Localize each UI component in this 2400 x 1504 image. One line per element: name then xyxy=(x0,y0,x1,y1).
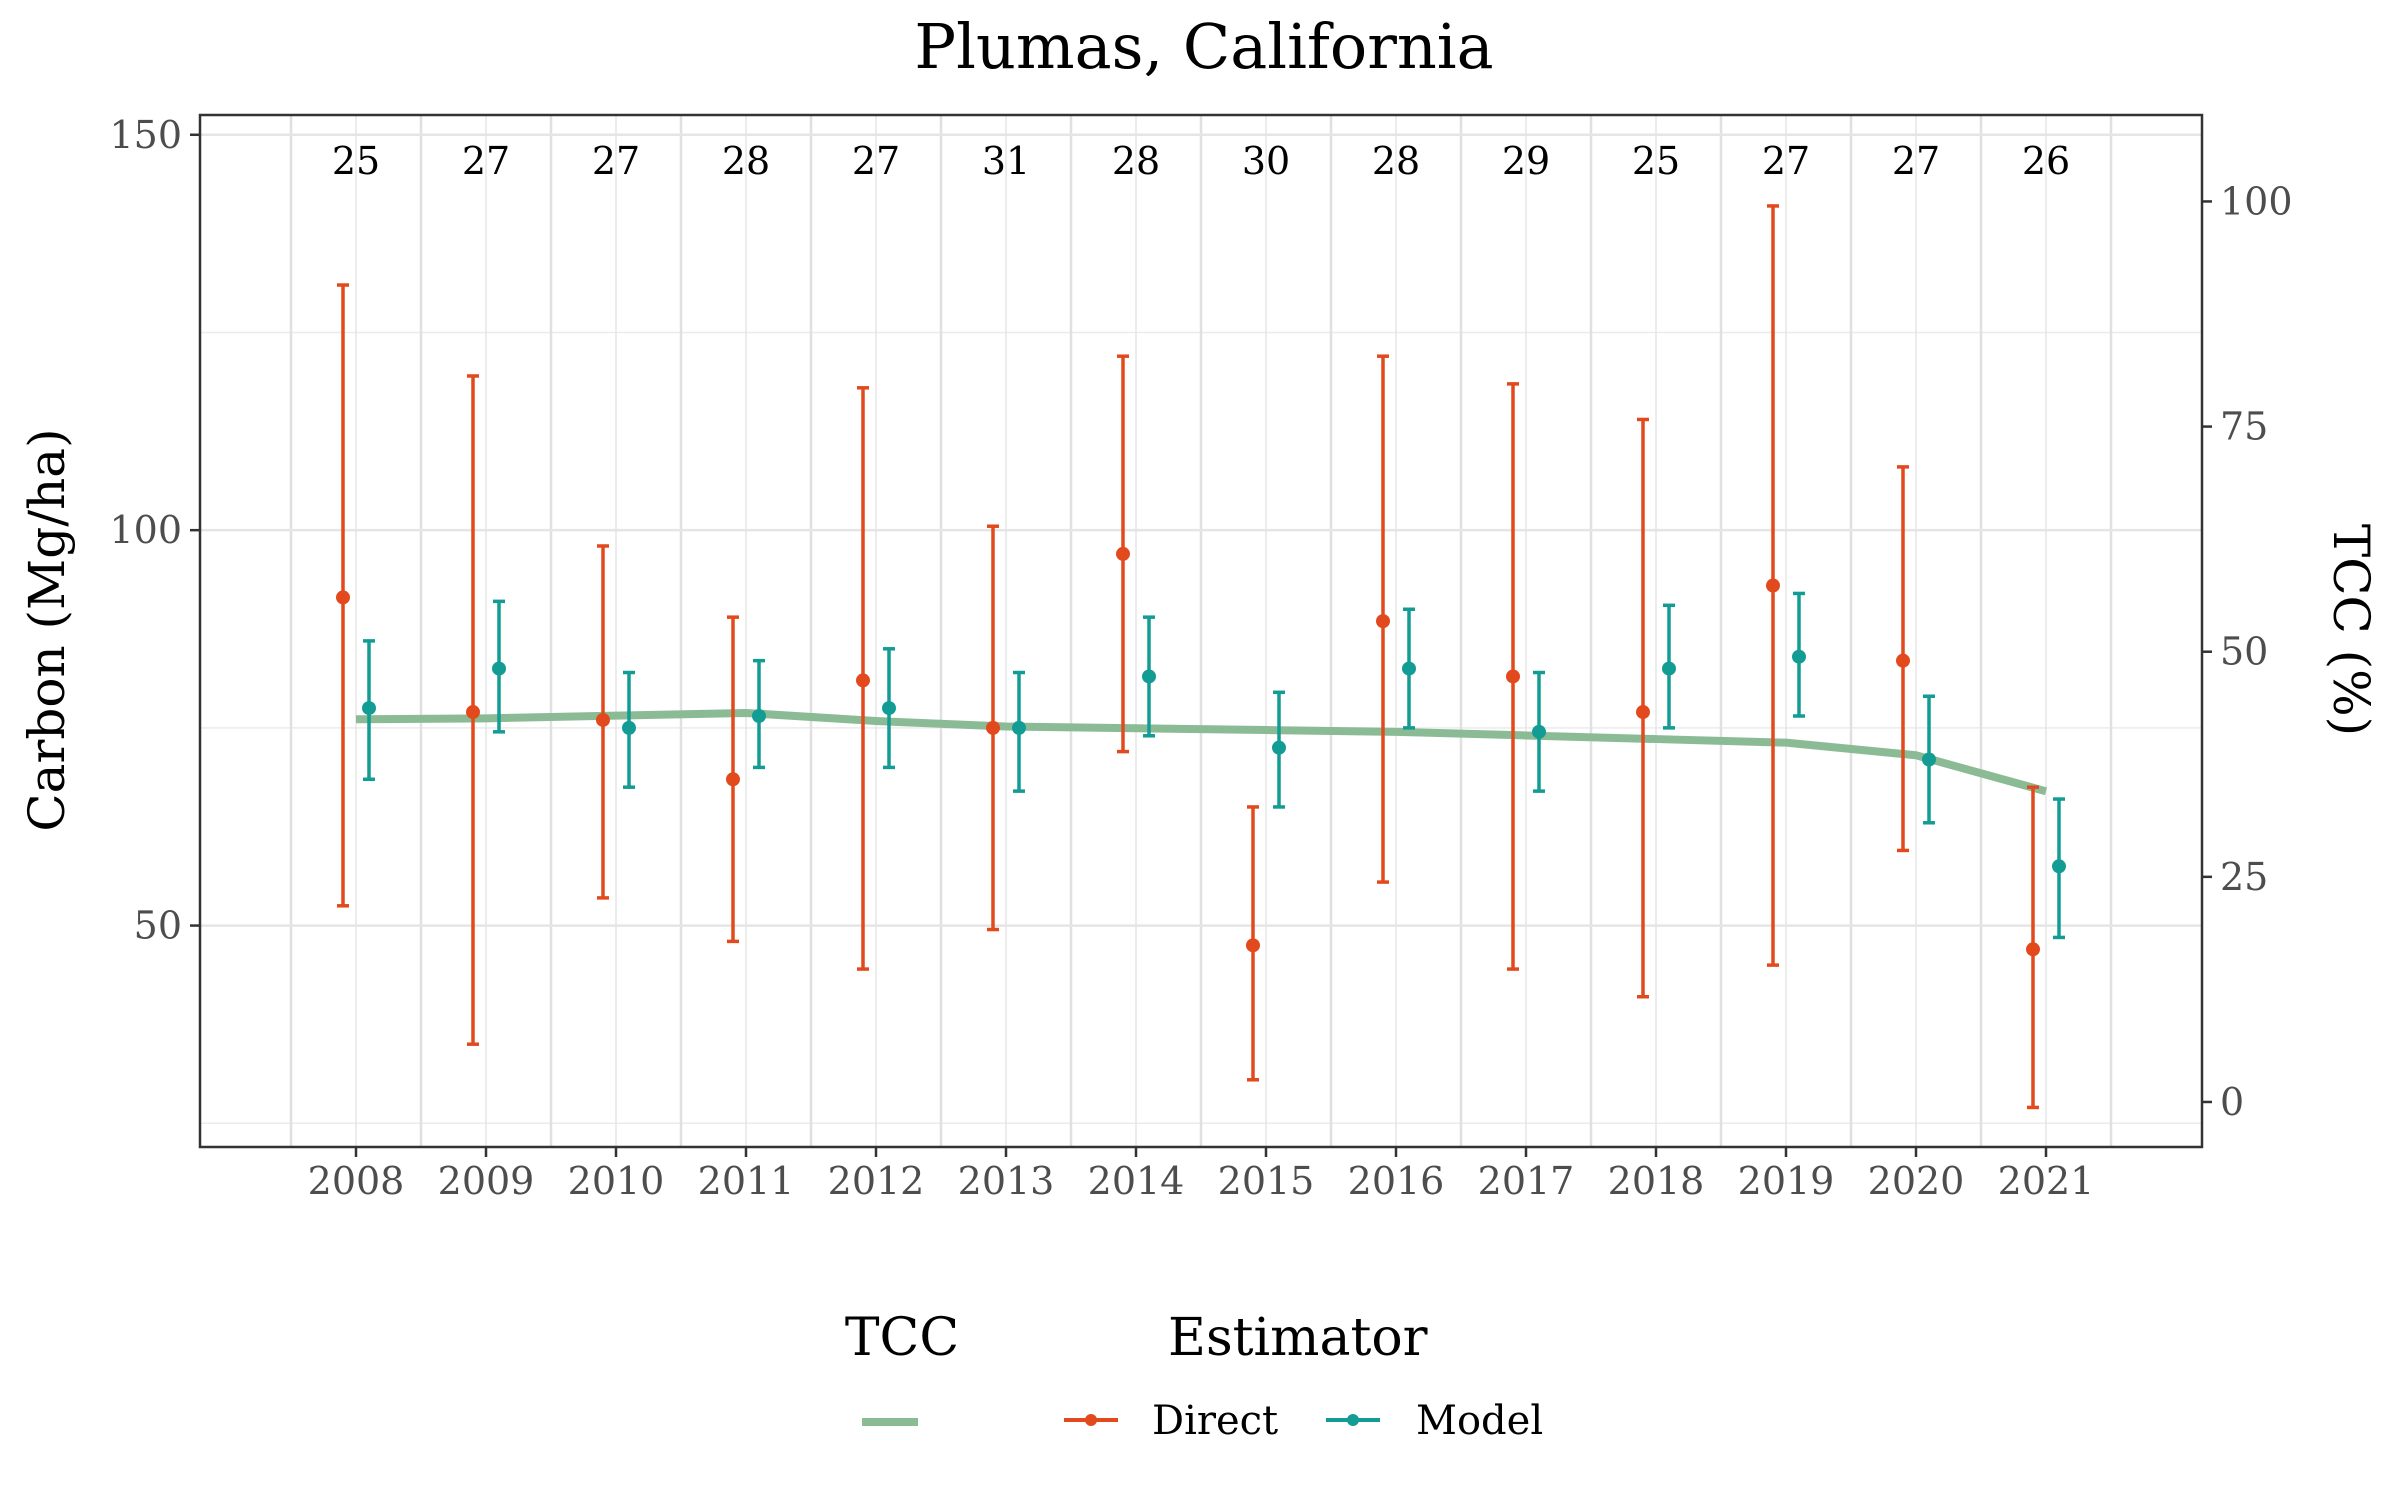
legend-title-estimator: Estimator xyxy=(1168,1308,1428,1368)
y2-tick-label-0: 0 xyxy=(2220,1080,2244,1124)
legend-label-direct: Direct xyxy=(1152,1398,1278,1444)
legend-key-model-dot xyxy=(1347,1414,1359,1426)
sample-count-2013: 31 xyxy=(982,139,1030,183)
y2-tick-label-75: 75 xyxy=(2220,405,2268,449)
tcc-line xyxy=(355,708,2048,796)
direct-point-2019 xyxy=(1766,578,1780,593)
sample-count-2019: 27 xyxy=(1762,139,1810,183)
sample-count-2016: 28 xyxy=(1372,139,1420,183)
tcc-line-layer xyxy=(355,708,2048,796)
sample-count-2021: 26 xyxy=(2022,139,2070,183)
sample-count-2009: 27 xyxy=(462,139,510,183)
y-tick-label-100: 100 xyxy=(109,508,182,552)
model-point-2009 xyxy=(492,661,506,676)
sample-count-2008: 25 xyxy=(332,139,380,183)
x-tick-label-2009: 2009 xyxy=(438,1159,535,1203)
model-point-2018 xyxy=(1662,661,1676,676)
model-point-2021 xyxy=(2052,859,2066,874)
y2-tick-label-50: 50 xyxy=(2220,630,2268,674)
sample-count-2010: 27 xyxy=(592,139,640,183)
legend-key-direct-dot xyxy=(1085,1414,1097,1426)
model-point-2013 xyxy=(1012,720,1026,735)
chart-title: Plumas, California xyxy=(914,10,1493,83)
model-point-2020 xyxy=(1922,752,1936,767)
x-tick-label-2008: 2008 xyxy=(308,1159,405,1203)
model-point-2019 xyxy=(1792,649,1806,664)
x-tick-label-2010: 2010 xyxy=(568,1159,665,1203)
direct-point-2009 xyxy=(466,705,480,720)
x-tick-label-2016: 2016 xyxy=(1348,1159,1445,1203)
direct-point-2016 xyxy=(1376,614,1390,629)
direct-point-2010 xyxy=(596,712,610,727)
legend-item-direct: Direct xyxy=(1064,1398,1278,1444)
x-tick-label-2019: 2019 xyxy=(1738,1159,1835,1203)
sample-count-2017: 29 xyxy=(1502,139,1550,183)
model-point-2017 xyxy=(1532,724,1546,739)
model-point-2010 xyxy=(622,720,636,735)
estimator-series-layer xyxy=(336,204,2066,1110)
sample-count-2011: 28 xyxy=(722,139,770,183)
direct-point-2018 xyxy=(1636,705,1650,720)
sample-count-2014: 28 xyxy=(1112,139,1160,183)
direct-point-2014 xyxy=(1116,546,1130,561)
series-direct xyxy=(336,204,2040,1110)
legend-label-model: Model xyxy=(1416,1398,1543,1444)
y2-axis-title: TCC (%) xyxy=(2322,524,2380,736)
legend-title-tcc: TCC xyxy=(845,1308,959,1368)
model-point-2014 xyxy=(1142,669,1156,684)
direct-point-2012 xyxy=(856,673,870,688)
sample-count-labels: 25 27 27 28 27 31 28 30 28 29 25 27 27 26 xyxy=(332,139,2070,183)
model-point-2011 xyxy=(752,709,766,724)
y2-tick-label-100: 100 xyxy=(2220,179,2293,223)
model-point-2008 xyxy=(362,701,376,716)
direct-point-2020 xyxy=(1896,653,1910,668)
x-tick-label-2017: 2017 xyxy=(1478,1159,1575,1203)
x-tick-label-2012: 2012 xyxy=(828,1159,925,1203)
y2-tick-label-25: 25 xyxy=(2220,855,2268,899)
plot-panel-border xyxy=(198,113,2204,1149)
model-point-2015 xyxy=(1272,740,1286,755)
x-tick-label-2018: 2018 xyxy=(1608,1159,1705,1203)
direct-point-2008 xyxy=(336,590,350,605)
x-tick-label-2015: 2015 xyxy=(1218,1159,1315,1203)
model-point-2012 xyxy=(882,701,896,716)
x-tick-label-2021: 2021 xyxy=(1998,1159,2095,1203)
sample-count-2015: 30 xyxy=(1242,139,1290,183)
direct-point-2015 xyxy=(1246,938,1260,953)
sample-count-2020: 27 xyxy=(1892,139,1940,183)
x-tick-label-2011: 2011 xyxy=(698,1159,795,1203)
y-tick-label-150: 150 xyxy=(109,113,182,157)
legend: TCC Estimator Direct Model xyxy=(845,1308,1543,1444)
y-axis-title: Carbon (Mg/ha) xyxy=(18,428,76,831)
direct-point-2017 xyxy=(1506,669,1520,684)
x-tick-label-2013: 2013 xyxy=(958,1159,1055,1203)
legend-item-model: Model xyxy=(1326,1398,1543,1444)
direct-point-2021 xyxy=(2026,942,2040,957)
x-tick-label-2020: 2020 xyxy=(1868,1159,1965,1203)
series-model xyxy=(362,591,2066,940)
axes: 50 100 150 0 25 50 75 100 2008 2009 2010 2011 2012 20… xyxy=(109,113,2292,1203)
direct-point-2011 xyxy=(726,772,740,787)
sample-count-2018: 25 xyxy=(1632,139,1680,183)
direct-point-2013 xyxy=(986,720,1000,735)
x-tick-label-2014: 2014 xyxy=(1088,1159,1185,1203)
y-tick-label-50: 50 xyxy=(134,904,182,948)
model-point-2016 xyxy=(1402,661,1416,676)
grid-lines xyxy=(200,115,2202,1147)
sample-count-2012: 27 xyxy=(852,139,900,183)
